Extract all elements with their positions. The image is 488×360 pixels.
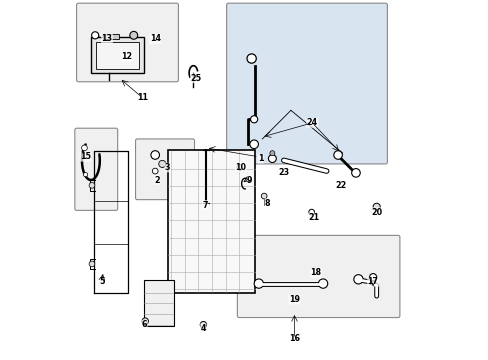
Text: 16: 16 [288, 334, 300, 343]
Circle shape [250, 116, 257, 123]
Circle shape [152, 168, 158, 174]
Text: 13: 13 [102, 35, 112, 44]
Bar [167, 150, 255, 293]
FancyBboxPatch shape [135, 139, 194, 200]
Circle shape [369, 274, 376, 281]
Text: 14: 14 [149, 35, 161, 44]
Text: 7: 7 [202, 201, 207, 210]
Circle shape [318, 279, 327, 288]
Circle shape [89, 183, 95, 188]
Text: 17: 17 [367, 277, 378, 286]
Circle shape [308, 209, 314, 215]
Text: 5: 5 [99, 277, 104, 286]
Circle shape [254, 279, 263, 288]
Circle shape [130, 31, 138, 39]
Text: 2: 2 [154, 176, 160, 185]
Circle shape [142, 318, 148, 324]
Bar [91, 37, 144, 73]
Circle shape [89, 261, 95, 267]
Circle shape [333, 151, 342, 159]
Text: 25: 25 [190, 74, 202, 83]
Text: 11: 11 [137, 93, 148, 102]
Circle shape [372, 203, 380, 210]
Text: 15: 15 [80, 152, 91, 161]
FancyBboxPatch shape [75, 128, 118, 210]
Circle shape [261, 193, 266, 199]
Bar [103, 33, 119, 39]
Text: 22: 22 [335, 181, 346, 190]
Circle shape [159, 160, 165, 167]
Circle shape [351, 168, 360, 177]
Text: 19: 19 [288, 295, 300, 304]
Text: 1: 1 [257, 154, 263, 163]
Text: 3: 3 [164, 163, 170, 172]
Circle shape [246, 54, 256, 63]
Text: 4: 4 [200, 324, 206, 333]
Circle shape [81, 145, 87, 151]
Circle shape [269, 151, 274, 156]
Text: 23: 23 [278, 168, 289, 177]
Text: 6: 6 [142, 320, 147, 329]
Text: 20: 20 [370, 208, 382, 217]
Text: 9: 9 [246, 176, 252, 185]
Text: 24: 24 [306, 118, 317, 127]
Circle shape [200, 321, 206, 328]
Text: 8: 8 [264, 199, 270, 208]
FancyBboxPatch shape [237, 235, 399, 318]
Circle shape [268, 155, 276, 162]
Circle shape [249, 140, 258, 149]
FancyBboxPatch shape [77, 3, 178, 82]
FancyBboxPatch shape [226, 3, 386, 164]
Text: 10: 10 [235, 163, 246, 172]
Bar [143, 280, 174, 327]
Text: 12: 12 [121, 52, 132, 61]
Text: 18: 18 [310, 268, 321, 277]
Circle shape [353, 275, 363, 284]
Text: 21: 21 [308, 213, 319, 222]
Circle shape [151, 151, 159, 159]
Circle shape [91, 32, 99, 39]
Circle shape [237, 165, 242, 170]
Circle shape [83, 172, 87, 177]
Bar [96, 42, 139, 69]
